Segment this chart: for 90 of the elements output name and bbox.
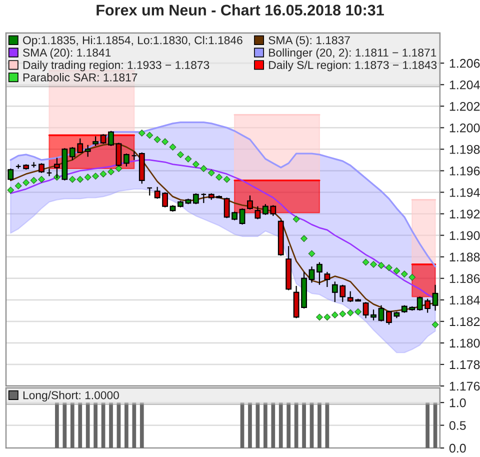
- point: [386, 264, 392, 272]
- candlestick: [247, 194, 253, 210]
- y-tick-label: 1.188: [450, 252, 480, 262]
- point: [346, 309, 354, 316]
- point: [192, 160, 200, 168]
- y-tick-label: 1.206: [450, 58, 480, 68]
- point: [14, 182, 22, 190]
- candlestick: [432, 284, 438, 312]
- point: [339, 310, 346, 318]
- point: [108, 168, 114, 176]
- candlestick: [324, 271, 330, 288]
- y-tick-label: 1.202: [450, 102, 480, 111]
- candlestick: [30, 162, 37, 168]
- candlestick: [370, 309, 376, 321]
- point: [177, 151, 184, 158]
- legend-label: Daily S/L region: 1.1873 − 1.1843: [269, 60, 437, 72]
- legend-label: Daily trading region: 1.1933 − 1.1873: [23, 60, 210, 72]
- legend-label: Op:1.1835, Hi:1.1854, Lo:1.1830, Cl:1.1846: [23, 36, 242, 47]
- y-tick-label: 1.184: [450, 296, 480, 305]
- point: [331, 312, 338, 318]
- point: [216, 174, 223, 181]
- candlestick: [38, 162, 44, 174]
- candlestick: [108, 130, 114, 147]
- point: [432, 321, 439, 328]
- y-tick-label: 0.0: [449, 444, 466, 453]
- point: [362, 258, 370, 266]
- candlestick: [92, 136, 99, 147]
- candlestick: [8, 168, 14, 181]
- y-tick-label: 1.200: [450, 124, 480, 132]
- candlestick: [84, 144, 91, 158]
- point: [76, 176, 84, 183]
- legend-label: SMA (5): 1.1837: [268, 36, 350, 47]
- point: [292, 216, 300, 223]
- point: [162, 138, 168, 146]
- point: [200, 165, 208, 172]
- point: [300, 235, 308, 242]
- candlestick: [316, 262, 322, 286]
- point: [408, 274, 416, 281]
- point: [324, 314, 331, 321]
- candlestick: [254, 206, 261, 220]
- point: [308, 250, 316, 258]
- point: [146, 132, 154, 139]
- y-tick-label: 1.198: [450, 145, 480, 154]
- point: [7, 186, 14, 194]
- y-tick-label: 1.196: [450, 166, 480, 176]
- point: [354, 308, 362, 316]
- y-tick-label: 1.186: [450, 274, 480, 284]
- y-tick-label: 1.190: [450, 231, 480, 240]
- y-tick-label: 1.180: [450, 338, 480, 348]
- point: [100, 170, 107, 178]
- point: [68, 176, 76, 183]
- candlestick: [200, 192, 207, 204]
- point: [30, 177, 38, 184]
- point: [223, 176, 230, 183]
- y-tick-label: 1.0: [450, 398, 466, 408]
- legend-label: Long/Short: 1.0000: [23, 390, 119, 402]
- legend-label: Bollinger (20, 2): 1.1811 − 1.1871: [269, 48, 436, 59]
- point: [378, 262, 385, 269]
- y-tick-label: 1.204: [450, 80, 480, 90]
- point: [22, 179, 30, 186]
- point: [184, 155, 192, 162]
- y-tick-label: 1.194: [450, 188, 480, 197]
- candlestick: [378, 304, 384, 322]
- chart-title: Forex um Neun - Chart 16.05.2018 10:31: [96, 4, 384, 16]
- point: [84, 174, 92, 181]
- point: [169, 144, 176, 150]
- candlestick: [100, 134, 106, 144]
- point: [316, 314, 323, 321]
- y-tick-label: 1.192: [450, 210, 480, 218]
- point: [400, 270, 408, 278]
- point: [154, 136, 161, 143]
- y-tick-label: 1.176: [450, 382, 480, 391]
- candlestick: [192, 192, 199, 205]
- candlestick: [308, 266, 315, 284]
- point: [115, 165, 122, 172]
- point: [38, 176, 45, 183]
- point: [393, 267, 400, 274]
- legend-label: SMA (20): 1.1841: [23, 48, 111, 59]
- candlestick: [46, 168, 52, 177]
- legend-label: Parabolic SAR: 1.1817: [23, 73, 138, 82]
- candlestick: [124, 152, 130, 167]
- y-tick-label: 1.182: [450, 317, 480, 326]
- point: [138, 130, 146, 137]
- y-tick-label: 1.178: [450, 360, 480, 370]
- candlestick: [239, 208, 246, 226]
- y-tick-label: 0.5: [449, 421, 466, 430]
- point: [370, 260, 377, 268]
- point: [92, 172, 99, 180]
- point: [208, 169, 215, 176]
- candlestick: [362, 301, 369, 319]
